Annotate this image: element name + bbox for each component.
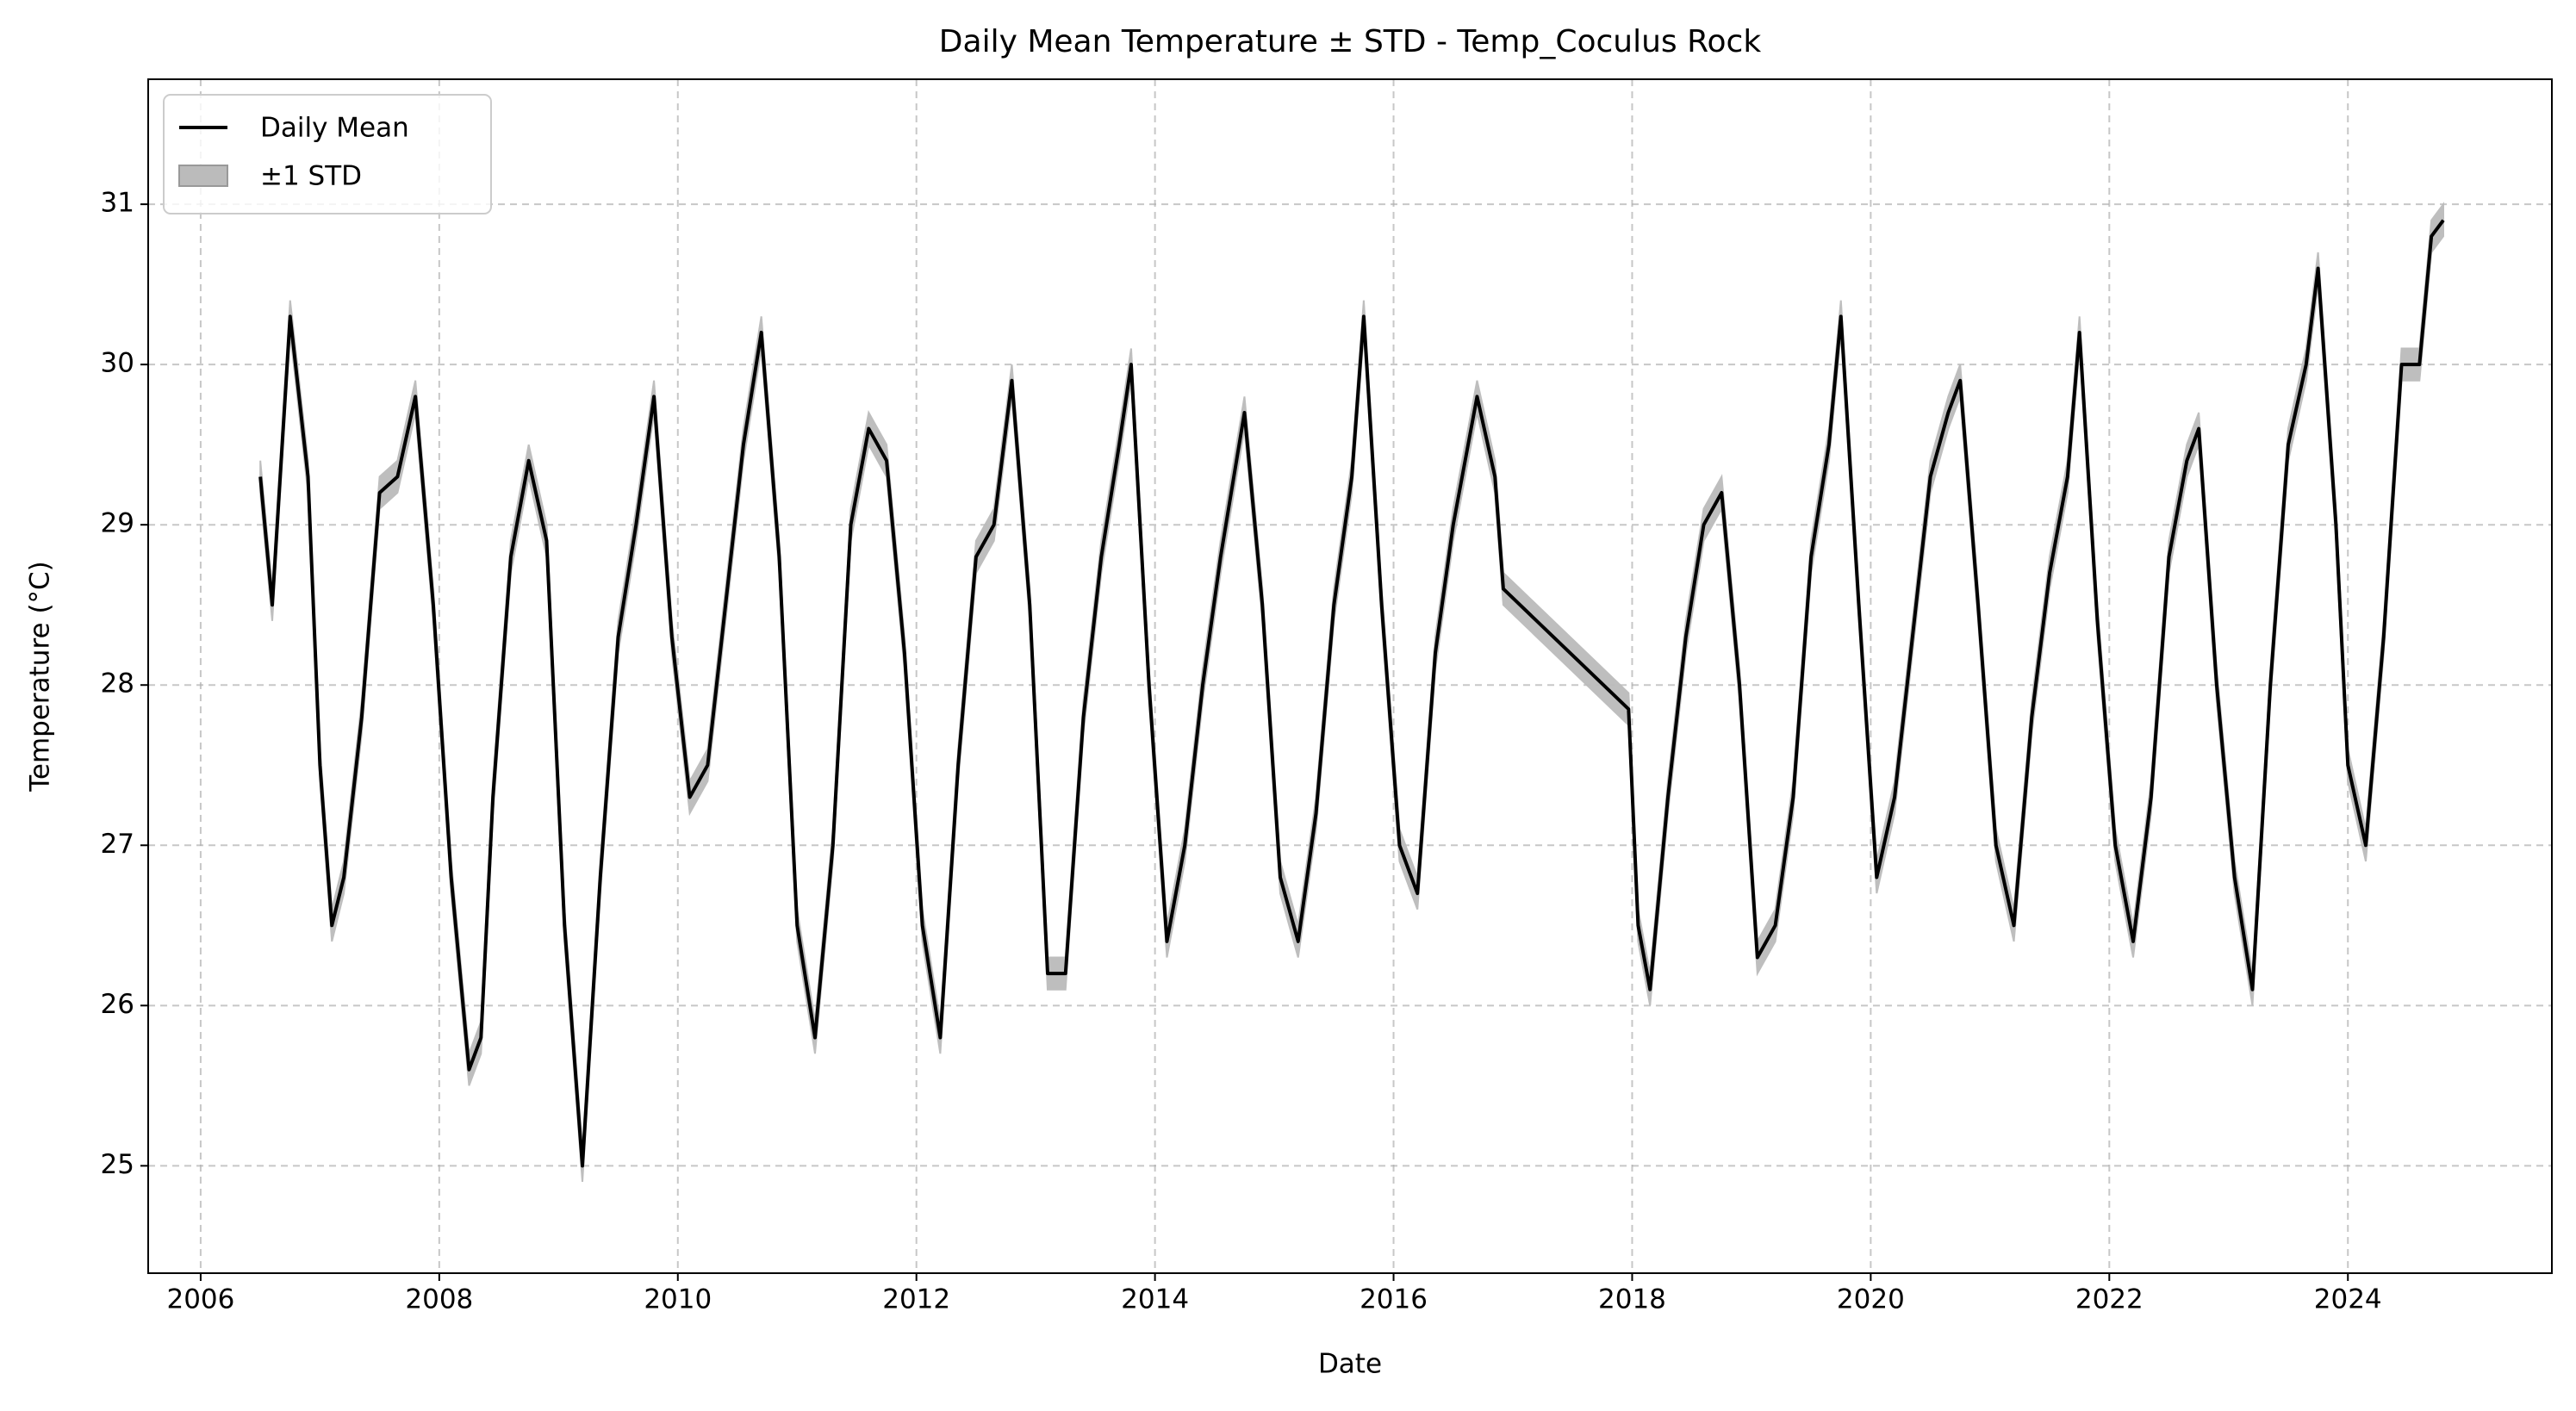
- legend-label: ±1 STD: [260, 161, 362, 192]
- y-tick-label: 31: [101, 188, 134, 219]
- y-tick-label: 25: [101, 1149, 134, 1180]
- x-tick-label: 2006: [166, 1284, 234, 1315]
- x-tick-label: 2018: [1598, 1284, 1666, 1315]
- y-tick-label: 26: [101, 989, 134, 1020]
- x-axis-label: Date: [1318, 1349, 1382, 1380]
- x-tick-label: 2010: [644, 1284, 712, 1315]
- x-tick-label: 2016: [1360, 1284, 1428, 1315]
- std-band: [259, 202, 2444, 1183]
- x-tick-label: 2024: [2314, 1284, 2382, 1315]
- x-tick-label: 2022: [2075, 1284, 2144, 1315]
- y-axis-label: Temperature (°C): [25, 561, 56, 793]
- mean-line: [258, 219, 2445, 1168]
- y-tick-label: 30: [101, 348, 134, 379]
- x-tick-label: 2012: [882, 1284, 950, 1315]
- y-tick-label: 27: [101, 829, 134, 860]
- plot-frame: [147, 78, 2553, 1274]
- x-tick-label: 2008: [405, 1284, 473, 1315]
- x-tick-label: 2014: [1121, 1284, 1189, 1315]
- legend-label: Daily Mean: [260, 113, 409, 144]
- y-tick-label: 29: [101, 508, 134, 539]
- chart-title: Daily Mean Temperature ± STD - Temp_Cocu…: [939, 24, 1762, 59]
- y-tick-label: 28: [101, 668, 134, 699]
- x-tick-label: 2020: [1837, 1284, 1905, 1315]
- legend-swatch: [178, 165, 228, 187]
- legend-box: [163, 94, 492, 214]
